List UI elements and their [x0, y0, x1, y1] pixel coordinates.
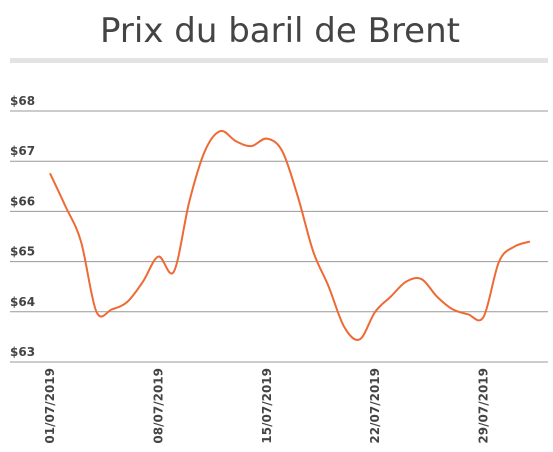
y-tick-label: $65 [10, 245, 35, 259]
chart-title: Prix du baril de Brent [100, 11, 460, 51]
x-tick-label: 15/07/2019 [260, 368, 274, 444]
y-tick-label: $66 [10, 194, 35, 208]
x-tick-label: 29/07/2019 [477, 368, 491, 444]
y-tick-label: $64 [10, 295, 35, 309]
x-tick-label: 01/07/2019 [43, 368, 57, 444]
x-tick-label: 08/07/2019 [151, 368, 165, 444]
y-tick-label: $63 [10, 345, 35, 359]
price-line [49, 129, 531, 341]
title-divider [10, 58, 548, 63]
x-tick-label: 22/07/2019 [368, 368, 382, 444]
y-tick-label: $67 [10, 144, 35, 158]
y-tick-label: $68 [10, 94, 35, 108]
